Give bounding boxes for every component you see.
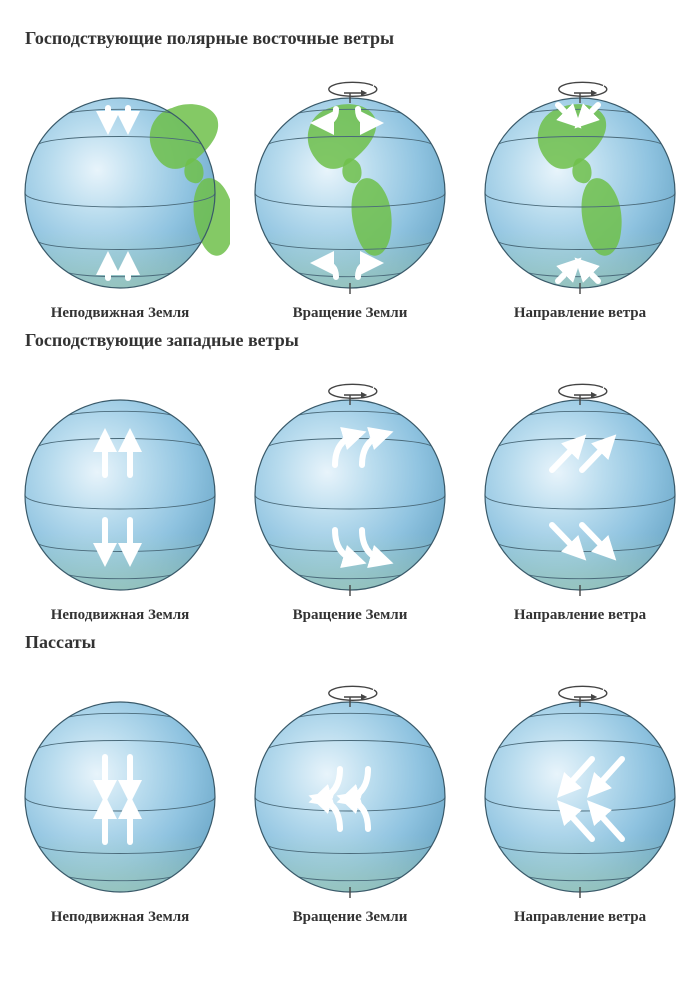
- globe-figure: [470, 657, 690, 907]
- globe-cell: Неподвижная Земля: [10, 355, 230, 624]
- globe-row: Неподвижная Земля Вращение Земли Направлен…: [10, 53, 690, 322]
- globe-figure: [240, 53, 460, 303]
- globe-figure: [470, 355, 690, 605]
- globe-cell: Направление ветра: [470, 53, 690, 322]
- globe-cell: Неподвижная Земля: [10, 53, 230, 322]
- globe-row: Неподвижная Земля Вращение Земли Направлен…: [10, 657, 690, 926]
- globe-caption: Неподвижная Земля: [51, 607, 190, 624]
- section-title: Пассаты: [25, 632, 690, 653]
- globe-caption: Вращение Земли: [293, 305, 408, 322]
- section-title: Господствующие полярные восточные ветры: [25, 28, 690, 49]
- globe-figure: [10, 355, 230, 605]
- globe-caption: Направление ветра: [514, 607, 646, 624]
- globe-caption: Вращение Земли: [293, 909, 408, 926]
- globe-cell: Направление ветра: [470, 355, 690, 624]
- globe-figure: [240, 657, 460, 907]
- globe-figure: [240, 355, 460, 605]
- globe-cell: Неподвижная Земля: [10, 657, 230, 926]
- globe-cell: Вращение Земли: [240, 355, 460, 624]
- globe-cell: Направление ветра: [470, 657, 690, 926]
- globe-figure: [10, 53, 230, 303]
- globe-caption: Неподвижная Земля: [51, 305, 190, 322]
- globe-caption: Направление ветра: [514, 909, 646, 926]
- globe-cell: Вращение Земли: [240, 657, 460, 926]
- globe-caption: Вращение Земли: [293, 607, 408, 624]
- globe-cell: Вращение Земли: [240, 53, 460, 322]
- globe-figure: [470, 53, 690, 303]
- globe-caption: Неподвижная Земля: [51, 909, 190, 926]
- globe-row: Неподвижная Земля Вращение Земли Направлен…: [10, 355, 690, 624]
- section-title: Господствующие западные ветры: [25, 330, 690, 351]
- globe-caption: Направление ветра: [514, 305, 646, 322]
- globe-figure: [10, 657, 230, 907]
